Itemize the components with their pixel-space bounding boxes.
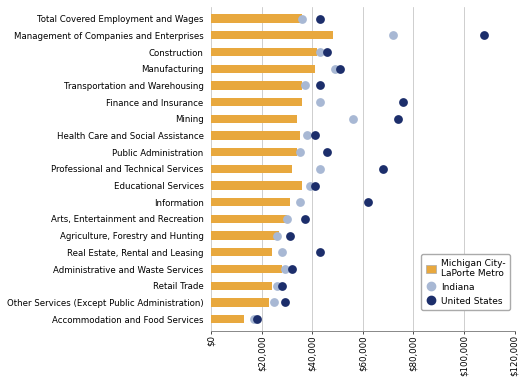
Legend: Michigan City-
LaPorte Metro, Indiana, United States: Michigan City- LaPorte Metro, Indiana, U…: [421, 254, 510, 310]
Bar: [211, 165, 292, 173]
Bar: [211, 115, 297, 123]
Point: [316, 49, 324, 55]
Point: [272, 283, 281, 289]
Point: [316, 166, 324, 172]
Point: [331, 65, 339, 72]
Point: [364, 199, 372, 205]
Point: [303, 133, 311, 139]
Bar: [211, 248, 272, 257]
Point: [280, 300, 289, 306]
Point: [394, 116, 402, 122]
Bar: [211, 182, 302, 190]
Bar: [211, 81, 302, 90]
Point: [296, 199, 304, 205]
Point: [389, 32, 398, 38]
Point: [316, 99, 324, 105]
Bar: [211, 282, 272, 290]
Bar: [211, 98, 302, 106]
Point: [323, 49, 332, 55]
Bar: [211, 64, 315, 73]
Point: [272, 232, 281, 239]
Bar: [211, 298, 269, 306]
Point: [311, 182, 319, 188]
Point: [300, 82, 309, 88]
Point: [306, 182, 314, 188]
Point: [399, 99, 408, 105]
Point: [300, 216, 309, 222]
Bar: [211, 265, 282, 273]
Bar: [211, 315, 244, 323]
Point: [316, 249, 324, 255]
Bar: [211, 215, 287, 223]
Bar: [211, 148, 297, 156]
Point: [379, 166, 387, 172]
Point: [349, 116, 357, 122]
Bar: [211, 198, 290, 206]
Point: [316, 16, 324, 22]
Point: [286, 232, 294, 239]
Bar: [211, 15, 302, 23]
Point: [480, 32, 489, 38]
Point: [278, 283, 286, 289]
Point: [270, 300, 279, 306]
Point: [283, 216, 291, 222]
Point: [288, 266, 296, 272]
Point: [280, 266, 289, 272]
Point: [323, 149, 332, 155]
Point: [278, 249, 286, 255]
Bar: [211, 31, 332, 39]
Point: [252, 316, 261, 322]
Point: [250, 316, 258, 322]
Point: [298, 16, 307, 22]
Point: [311, 133, 319, 139]
Point: [336, 65, 345, 72]
Bar: [211, 48, 317, 56]
Bar: [211, 131, 300, 140]
Point: [296, 149, 304, 155]
Bar: [211, 231, 279, 240]
Point: [316, 82, 324, 88]
